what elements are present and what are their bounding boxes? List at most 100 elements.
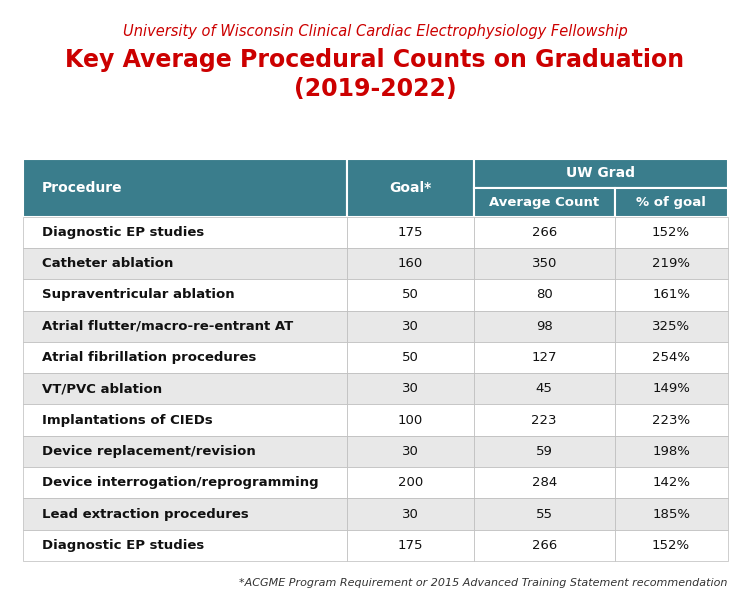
Text: University of Wisconsin Clinical Cardiac Electrophysiology Fellowship: University of Wisconsin Clinical Cardiac… [123,24,627,39]
Bar [346,159,474,217]
Bar [346,311,474,342]
Bar [22,530,347,561]
Text: Lead extraction procedures: Lead extraction procedures [42,508,249,521]
Bar [615,499,728,530]
Bar [346,467,474,499]
Bar [615,342,728,373]
Bar [615,404,728,436]
Text: 127: 127 [532,351,557,364]
Text: Procedure: Procedure [42,181,122,195]
Bar [474,373,615,404]
Text: Device interrogation/reprogramming: Device interrogation/reprogramming [42,476,319,489]
Text: Supraventricular ablation: Supraventricular ablation [42,289,235,301]
Bar [474,217,615,248]
Bar [22,279,347,311]
Bar [474,530,615,561]
Text: Diagnostic EP studies: Diagnostic EP studies [42,539,204,552]
Bar [474,248,615,279]
Text: 30: 30 [402,382,418,395]
Bar [474,467,615,499]
Text: 325%: 325% [652,320,690,332]
Text: 80: 80 [536,289,553,301]
Bar [615,279,728,311]
Bar [615,436,728,467]
Bar [346,373,474,404]
Text: % of goal: % of goal [636,196,706,209]
Text: 149%: 149% [652,382,690,395]
Text: *ACGME Program Requirement or 2015 Advanced Training Statement recommendation: *ACGME Program Requirement or 2015 Advan… [239,578,728,588]
Bar [346,436,474,467]
Text: 30: 30 [402,320,418,332]
Bar [615,188,728,217]
Text: 152%: 152% [652,539,690,552]
Bar [22,436,347,467]
Bar [22,159,347,217]
Bar [346,248,474,279]
Bar [22,248,347,279]
Text: Atrial flutter/macro-re-entrant AT: Atrial flutter/macro-re-entrant AT [42,320,293,332]
Text: 30: 30 [402,445,418,458]
Text: 266: 266 [532,539,556,552]
Text: 160: 160 [398,257,423,270]
Bar [346,530,474,561]
Text: 161%: 161% [652,289,690,301]
Text: 152%: 152% [652,226,690,239]
Bar [474,188,615,217]
Bar [615,217,728,248]
Text: VT/PVC ablation: VT/PVC ablation [42,382,162,395]
Text: 142%: 142% [652,476,690,489]
Bar [474,311,615,342]
Text: Key Average Procedural Counts on Graduation
(2019-2022): Key Average Procedural Counts on Graduat… [65,48,685,101]
Text: 198%: 198% [652,445,690,458]
Text: 50: 50 [402,351,418,364]
Bar [22,217,347,248]
Bar [615,530,728,561]
Text: 59: 59 [536,445,553,458]
Text: Average Count: Average Count [489,196,599,209]
Bar [474,279,615,311]
Text: 266: 266 [532,226,556,239]
Text: Catheter ablation: Catheter ablation [42,257,173,270]
Bar [615,467,728,499]
Bar [22,342,347,373]
Text: 219%: 219% [652,257,690,270]
Bar [474,159,728,188]
Bar [346,499,474,530]
Text: Diagnostic EP studies: Diagnostic EP studies [42,226,204,239]
Text: 55: 55 [536,508,553,521]
Bar [22,499,347,530]
Text: 175: 175 [398,226,423,239]
Text: 223: 223 [532,413,557,427]
Text: 45: 45 [536,382,553,395]
Text: Atrial fibrillation procedures: Atrial fibrillation procedures [42,351,256,364]
Text: 254%: 254% [652,351,690,364]
Bar [346,217,474,248]
Text: 30: 30 [402,508,418,521]
Text: Implantations of CIEDs: Implantations of CIEDs [42,413,213,427]
Bar [615,373,728,404]
Bar [346,404,474,436]
Text: Device replacement/revision: Device replacement/revision [42,445,256,458]
Bar [346,342,474,373]
Text: UW Grad: UW Grad [566,166,635,181]
Text: 100: 100 [398,413,423,427]
Bar [22,311,347,342]
Text: 98: 98 [536,320,553,332]
Bar [346,279,474,311]
Bar [22,467,347,499]
Text: 223%: 223% [652,413,690,427]
Text: Goal*: Goal* [389,181,431,195]
Bar [22,373,347,404]
Bar [474,499,615,530]
Text: 284: 284 [532,476,556,489]
Bar [22,404,347,436]
Text: 185%: 185% [652,508,690,521]
Text: 50: 50 [402,289,418,301]
Text: 350: 350 [532,257,557,270]
Bar [615,248,728,279]
Bar [474,404,615,436]
Bar [474,436,615,467]
Text: 175: 175 [398,539,423,552]
Bar [615,311,728,342]
Bar [474,342,615,373]
